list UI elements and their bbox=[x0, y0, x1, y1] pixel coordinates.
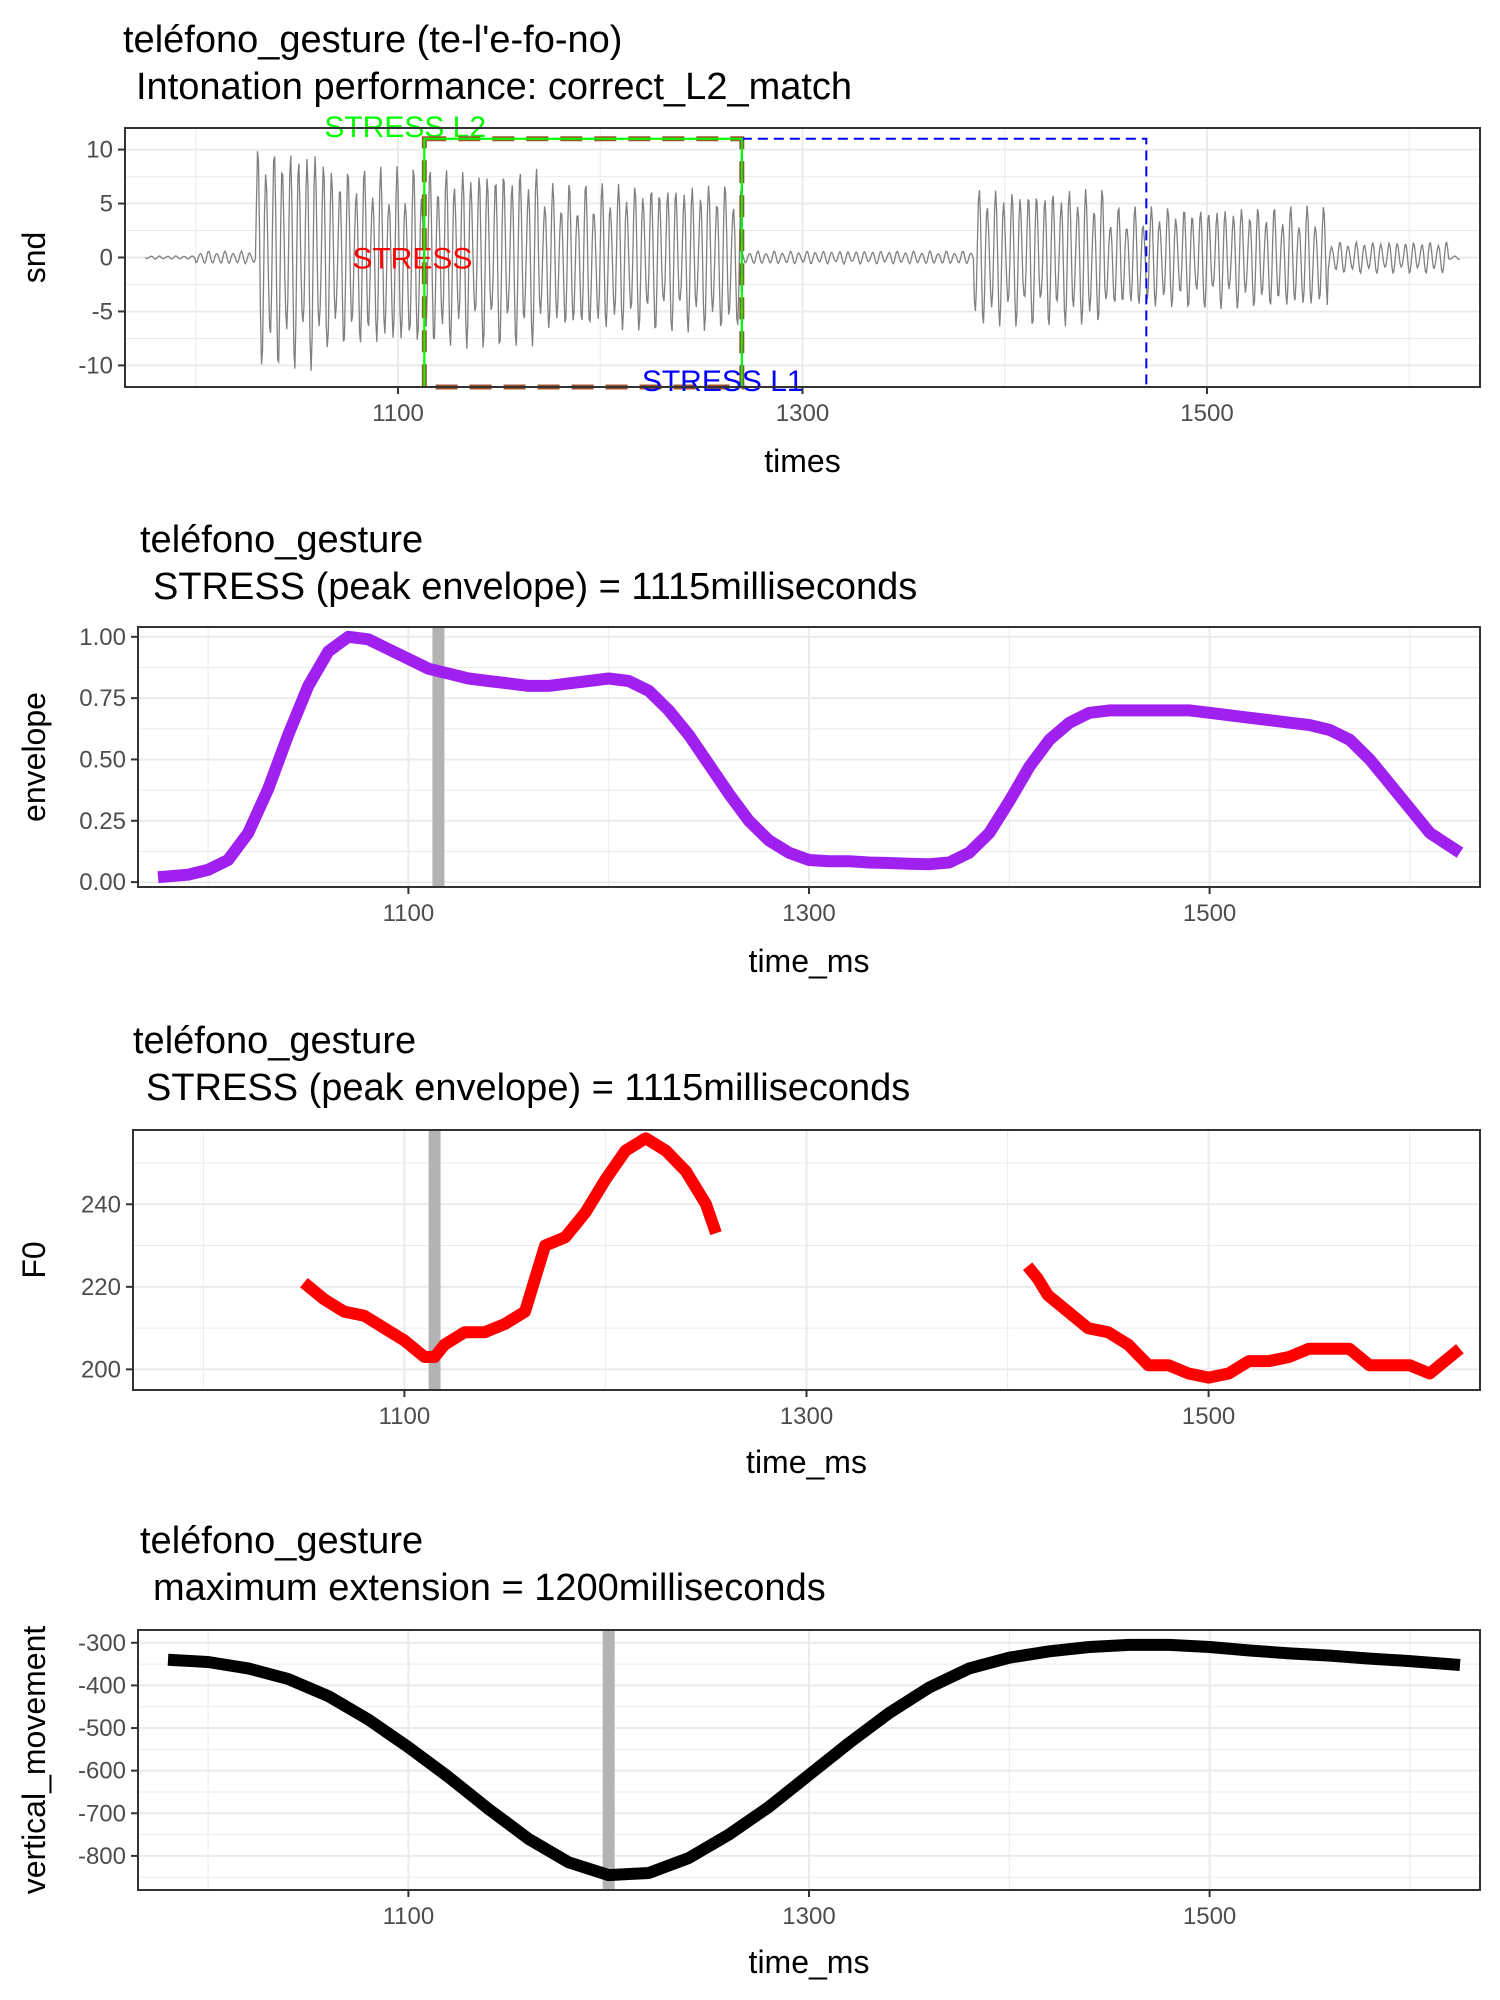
y-tick-label: 0.25 bbox=[79, 808, 126, 835]
y-tick-label: 0 bbox=[100, 245, 113, 272]
x-axis-title: time_ms bbox=[749, 943, 870, 979]
box-label-2: STRESS bbox=[352, 243, 472, 276]
panel-3: teléfono_gesture STRESS (peak envelope) =… bbox=[16, 1020, 1481, 1480]
panel-1: teléfono_gesture (te-l'e-fo-no) Intonatio… bbox=[16, 19, 1481, 479]
x-tick-label: 1300 bbox=[782, 1903, 835, 1930]
grid bbox=[138, 1630, 1480, 1890]
y-tick-label: 0.75 bbox=[79, 685, 126, 712]
y-tick-label: 200 bbox=[81, 1356, 121, 1383]
y-tick-label: -700 bbox=[78, 1800, 126, 1827]
x-tick-label: 1100 bbox=[383, 1903, 435, 1930]
y-axis-title: vertical_movement bbox=[16, 1626, 52, 1895]
y-tick-label: 1.00 bbox=[79, 624, 126, 651]
series-line-1 bbox=[157, 630, 1464, 884]
y-axis-title: snd bbox=[16, 232, 52, 284]
plot-area bbox=[167, 1630, 1461, 1890]
x-tick-label: 1100 bbox=[379, 1403, 431, 1430]
y-tick-label: 240 bbox=[81, 1191, 121, 1218]
y-tick-label: -10 bbox=[78, 352, 113, 379]
x-tick-label: 1100 bbox=[372, 400, 424, 427]
series-line-1 bbox=[167, 1638, 1461, 1882]
panel-title: teléfono_gesture bbox=[140, 519, 423, 561]
panel-title: teléfono_gesture bbox=[133, 1020, 416, 1062]
plot-area bbox=[157, 627, 1464, 887]
y-tick-label: -300 bbox=[78, 1630, 126, 1657]
x-tick-label: 1500 bbox=[1183, 900, 1236, 927]
x-tick-label: 1500 bbox=[1183, 1903, 1236, 1930]
series-line-2 bbox=[1022, 1262, 1464, 1384]
y-tick-label: 0.50 bbox=[79, 746, 126, 773]
x-axis-title: times bbox=[764, 443, 840, 479]
y-tick-label: -600 bbox=[78, 1758, 126, 1785]
x-tick-label: 1300 bbox=[776, 400, 829, 427]
x-axis-title: time_ms bbox=[749, 1944, 870, 1980]
x-tick-label: 1300 bbox=[782, 900, 835, 927]
series-line-1 bbox=[300, 1132, 722, 1363]
plot-area bbox=[144, 151, 1461, 371]
y-tick-label: 220 bbox=[81, 1274, 121, 1301]
panel-subtitle: maximum extension = 1200milliseconds bbox=[153, 1567, 826, 1609]
panel-title: teléfono_gesture bbox=[140, 1520, 423, 1562]
y-tick-label: 5 bbox=[100, 191, 113, 218]
x-tick-label: 1300 bbox=[780, 1403, 833, 1430]
y-tick-label: 10 bbox=[86, 137, 113, 164]
x-axis-title: time_ms bbox=[746, 1444, 867, 1480]
panel-subtitle: STRESS (peak envelope) = 1115millisecond… bbox=[153, 566, 917, 608]
waveform-line bbox=[144, 151, 1461, 371]
grid bbox=[133, 1130, 1480, 1390]
plot-area bbox=[300, 1130, 1464, 1390]
y-tick-label: 0.00 bbox=[79, 869, 126, 896]
panel-2: teléfono_gesture STRESS (peak envelope) =… bbox=[16, 519, 1481, 979]
grid bbox=[138, 627, 1480, 887]
y-tick-label: -500 bbox=[78, 1715, 126, 1742]
y-axis-title: envelope bbox=[16, 692, 52, 822]
x-tick-label: 1500 bbox=[1182, 1403, 1235, 1430]
panel-subtitle: Intonation performance: correct_L2_match bbox=[136, 66, 852, 108]
y-tick-label: -400 bbox=[78, 1672, 126, 1699]
box-label-3: STRESS L1 bbox=[642, 365, 804, 398]
x-tick-label: 1100 bbox=[383, 900, 435, 927]
panel-title: teléfono_gesture (te-l'e-fo-no) bbox=[123, 19, 622, 61]
y-tick-label: -800 bbox=[78, 1843, 126, 1870]
y-tick-label: -5 bbox=[92, 298, 113, 325]
x-tick-label: 1500 bbox=[1180, 400, 1233, 427]
panel-subtitle: STRESS (peak envelope) = 1115millisecond… bbox=[146, 1067, 910, 1109]
y-axis-title: F0 bbox=[16, 1241, 52, 1278]
